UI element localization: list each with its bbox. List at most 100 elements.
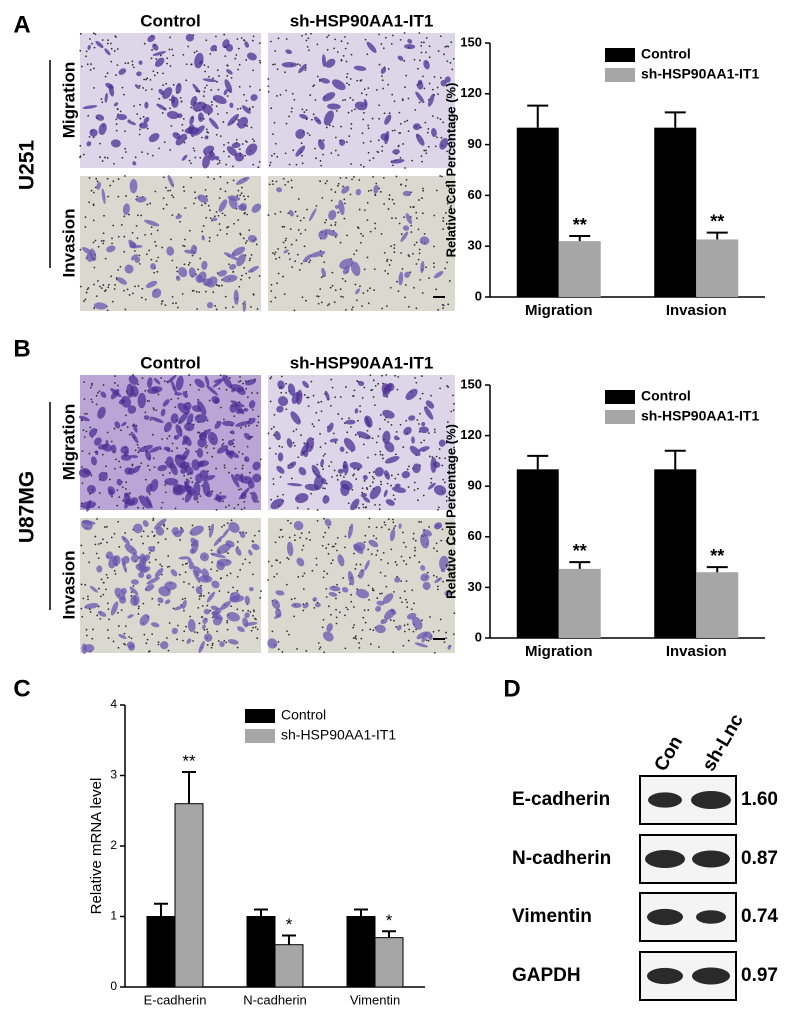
pore — [118, 545, 121, 548]
pore — [169, 107, 171, 110]
pore — [453, 543, 456, 546]
cell — [124, 467, 132, 475]
pore — [106, 541, 108, 544]
cell — [105, 82, 114, 90]
cell — [201, 260, 208, 270]
pore — [243, 212, 246, 215]
pore — [375, 537, 378, 540]
pore — [306, 45, 309, 48]
pore — [436, 86, 439, 89]
pore — [281, 651, 284, 653]
pore — [98, 587, 100, 590]
pore — [367, 151, 370, 154]
pore — [207, 470, 209, 473]
cell — [420, 533, 430, 549]
cell — [327, 422, 334, 433]
pore — [185, 447, 187, 450]
pore — [250, 629, 253, 632]
pore — [259, 89, 261, 91]
pore — [345, 451, 348, 454]
pore — [306, 208, 308, 211]
pore — [149, 418, 152, 421]
pore — [381, 374, 384, 377]
pore — [199, 495, 202, 498]
pore — [287, 558, 290, 560]
cell — [356, 431, 371, 440]
pore — [344, 36, 346, 38]
pore — [343, 614, 346, 617]
pore — [252, 609, 255, 612]
cell — [138, 122, 149, 129]
pore — [336, 583, 338, 586]
pore — [346, 234, 349, 237]
pore — [170, 238, 172, 241]
cell — [247, 265, 259, 273]
pore — [298, 268, 301, 271]
pore — [83, 300, 85, 303]
pore — [145, 89, 147, 92]
pore — [161, 112, 164, 114]
pore — [213, 215, 216, 218]
pore — [254, 617, 256, 620]
pore — [284, 152, 287, 155]
pore — [241, 467, 244, 470]
pore — [97, 391, 99, 394]
pore — [380, 526, 383, 529]
cell — [127, 614, 134, 619]
pore — [85, 50, 88, 53]
pore — [230, 76, 233, 79]
pore — [246, 240, 248, 242]
pore — [176, 270, 179, 273]
pore — [84, 226, 87, 228]
cell — [214, 155, 220, 161]
pore — [232, 586, 234, 589]
pore — [448, 476, 451, 479]
pore — [431, 115, 434, 118]
pore — [284, 239, 287, 242]
cell — [427, 93, 435, 107]
pore — [277, 37, 280, 40]
cell — [208, 151, 216, 161]
pore — [367, 456, 369, 459]
pore — [238, 380, 240, 383]
pore — [275, 573, 278, 575]
pore — [299, 536, 302, 539]
cell — [230, 430, 235, 435]
pore — [158, 147, 160, 150]
cell — [139, 614, 150, 626]
pore — [272, 483, 275, 486]
pore — [140, 462, 143, 465]
pore — [180, 100, 183, 103]
pore — [99, 142, 102, 145]
pore — [357, 419, 359, 422]
pore — [317, 642, 320, 644]
pore — [453, 219, 456, 221]
pore — [297, 229, 300, 231]
pore — [319, 646, 322, 649]
pore — [223, 418, 225, 421]
pore — [260, 590, 262, 593]
cell — [178, 556, 190, 560]
y-tick-label: 4 — [110, 697, 117, 711]
x-tick-label: Vimentin — [350, 992, 400, 1007]
pore — [169, 189, 172, 192]
pore — [237, 503, 240, 506]
error-bar — [569, 561, 591, 569]
pore — [151, 49, 153, 51]
pore — [142, 116, 145, 118]
y-tick-label: 30 — [468, 238, 482, 253]
pore — [206, 444, 208, 447]
pore — [399, 122, 402, 125]
pore — [160, 507, 163, 509]
pore — [130, 595, 133, 597]
pore — [249, 257, 252, 260]
pore — [413, 489, 416, 492]
cell — [211, 611, 223, 621]
pore — [93, 87, 95, 89]
pore — [277, 248, 279, 250]
cell — [277, 380, 285, 390]
pore — [114, 573, 117, 575]
cell — [422, 581, 431, 590]
pore — [172, 196, 175, 199]
cell — [89, 128, 98, 137]
